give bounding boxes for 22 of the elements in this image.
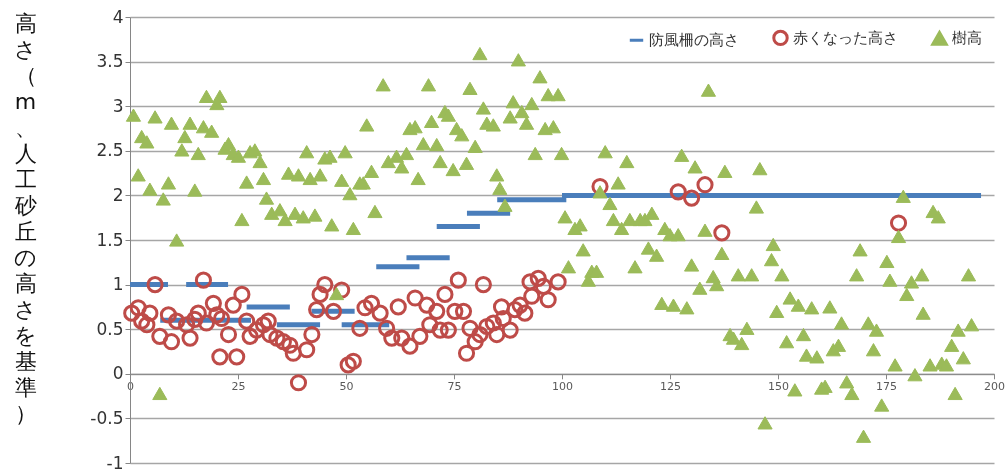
legend-label: 防風柵の高さ	[649, 31, 739, 50]
x-tick-label: 125	[660, 380, 681, 394]
x-tick-label: 150	[768, 380, 789, 394]
x-tick-label: 25	[231, 380, 246, 394]
text: 高さ（m、人工砂丘の高さを基準）	[14, 10, 37, 426]
x-tick-label: 175	[876, 380, 897, 394]
y-tick-label: -1	[106, 452, 124, 473]
y-tick-label: 2	[112, 184, 124, 205]
y-tick-label: -0.5	[90, 407, 124, 428]
y-tick-label: 3.5	[96, 51, 124, 72]
x-tick-label: 100	[552, 380, 573, 394]
y-tick-label: 1.5	[96, 229, 124, 250]
x-tick-label: 50	[339, 380, 354, 394]
x-tick-label: 200	[984, 380, 1005, 394]
y-tick-label: 1	[112, 274, 124, 295]
y-tick-label: 3	[112, 95, 124, 116]
y-tick-label: 2.5	[96, 140, 124, 161]
y-tick-label: 4	[112, 6, 124, 27]
x-tick-label: 75	[447, 380, 462, 394]
legend-label: 赤くなった高さ	[793, 28, 898, 47]
legend-label: 樹高	[952, 29, 982, 48]
y-tick-label: 0.5	[96, 318, 124, 339]
